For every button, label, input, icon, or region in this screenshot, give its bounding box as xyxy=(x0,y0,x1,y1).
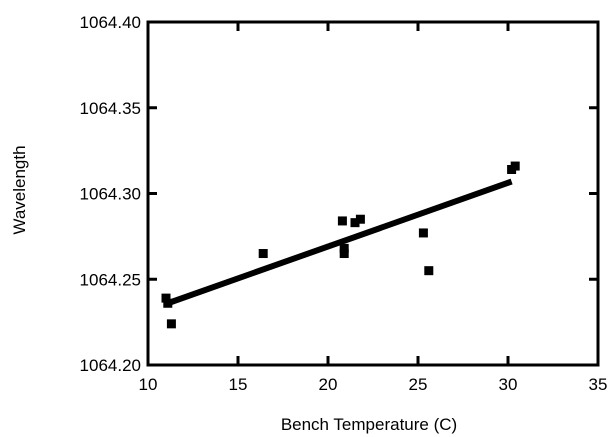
fit-line xyxy=(166,178,513,307)
fit-line-group xyxy=(166,178,513,307)
data-point xyxy=(163,298,173,308)
x-axis-title: Bench Temperature (C) xyxy=(281,415,457,434)
plot-frame-group xyxy=(146,20,600,367)
data-point xyxy=(424,266,434,276)
data-point xyxy=(418,228,428,238)
data-point xyxy=(166,319,176,329)
data-point xyxy=(258,249,268,259)
y-tick-label: 1064.25 xyxy=(80,270,141,289)
data-points-group xyxy=(161,161,520,329)
data-point xyxy=(337,216,347,226)
x-tick-label: 35 xyxy=(589,375,608,394)
x-tick-label: 20 xyxy=(319,375,338,394)
data-point xyxy=(339,243,349,253)
y-tick-label: 1064.40 xyxy=(80,13,141,32)
plot-frame xyxy=(146,20,600,367)
data-point xyxy=(350,218,360,228)
data-point xyxy=(161,293,171,303)
x-tick-label: 30 xyxy=(499,375,518,394)
y-tick-label: 1064.30 xyxy=(80,185,141,204)
tick-labels-group: 10 15 20 25 30 35 1064.20 1064.25 1064.30 1064.35… xyxy=(80,13,608,394)
data-point xyxy=(355,214,365,224)
y-tick-label: 1064.35 xyxy=(80,99,141,118)
y-tick-label: 1064.20 xyxy=(80,356,141,375)
x-tick-label: 15 xyxy=(229,375,248,394)
y-axis-title: Wavelength xyxy=(10,145,29,234)
x-tick-label: 25 xyxy=(409,375,428,394)
data-point xyxy=(339,249,349,259)
data-point xyxy=(510,161,520,171)
x-tick-label: 10 xyxy=(139,375,158,394)
ticks-group xyxy=(146,20,600,367)
